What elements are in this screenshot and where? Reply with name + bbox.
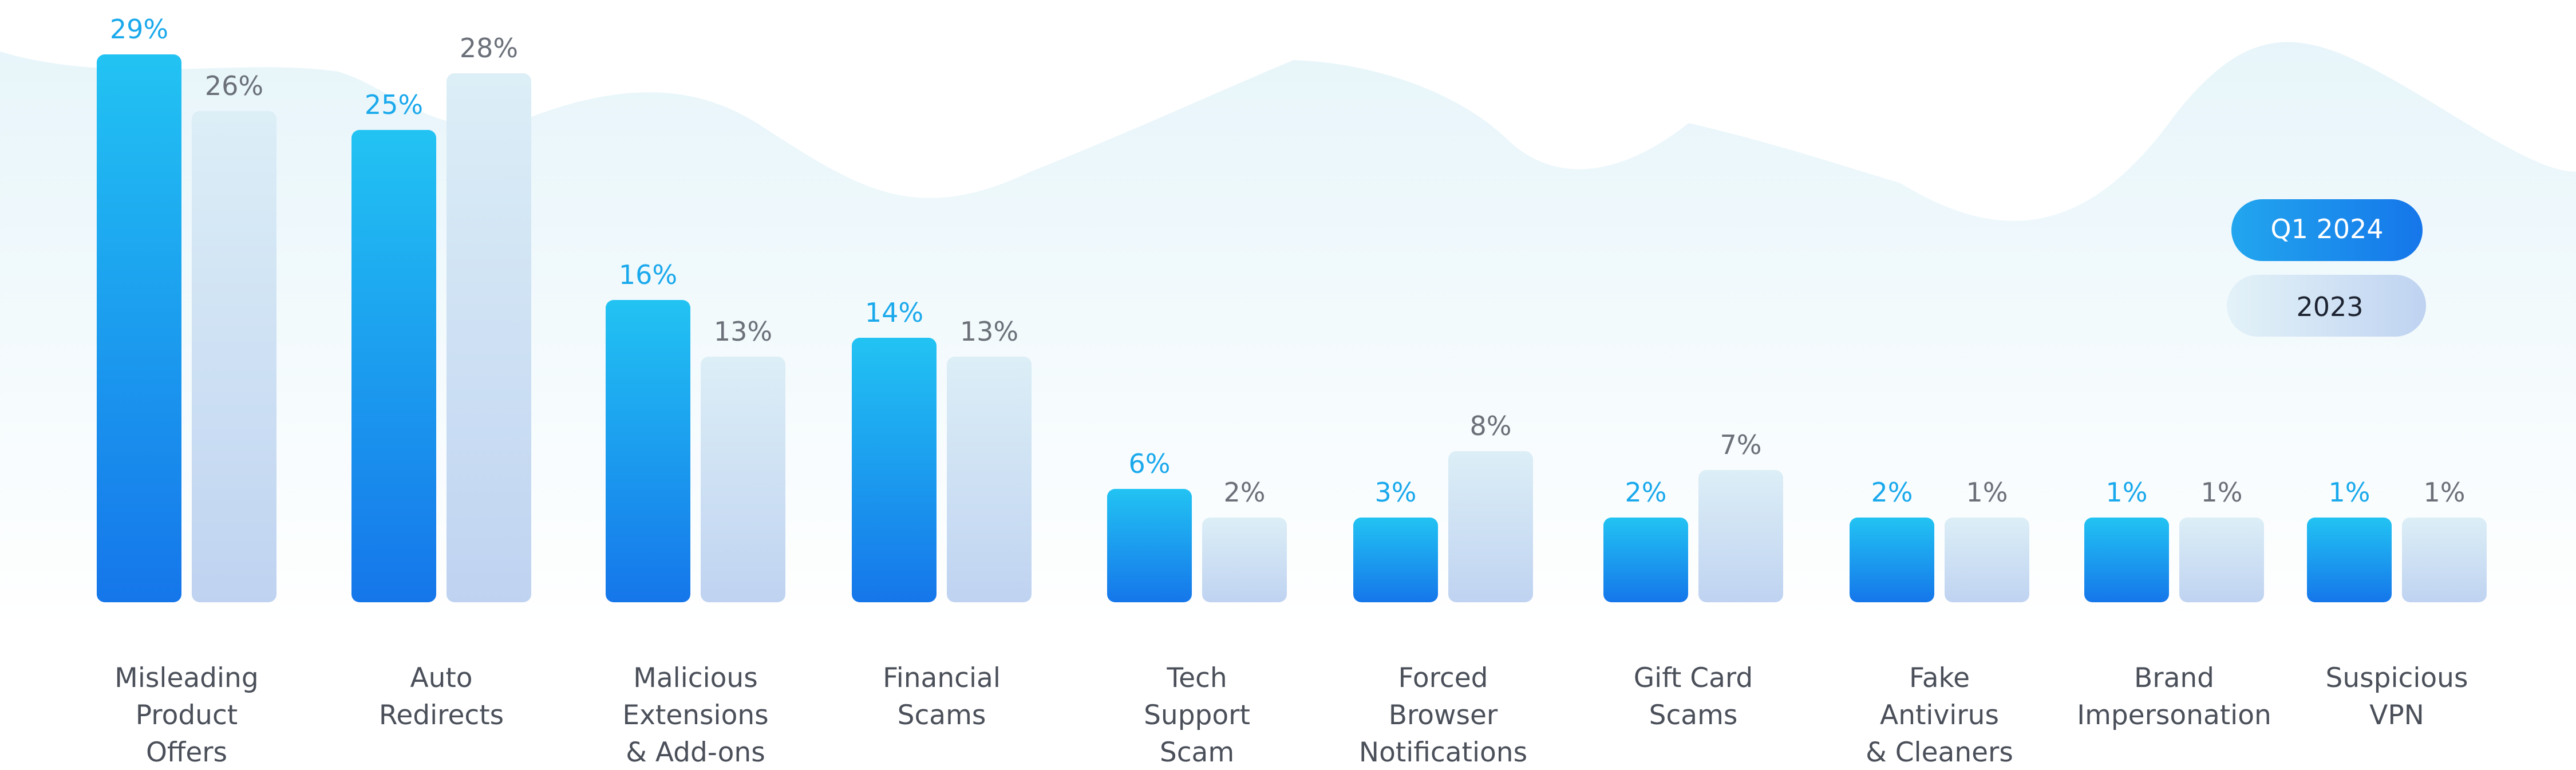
category-label-line: Forced: [1398, 662, 1488, 694]
value-label-auto-redirects-q1-2024: 25%: [365, 89, 423, 120]
value-label-gift-card-scams-2023: 7%: [1720, 429, 1762, 460]
value-label-gift-card-scams-q1-2024: 2%: [1625, 477, 1667, 508]
value-label-misleading-product-offers-2023: 26%: [205, 70, 263, 101]
legend-item-q1-2024[interactable]: Q1 2024: [2231, 199, 2423, 261]
value-label-forced-browser-notifications-2023: 8%: [1470, 410, 1512, 441]
category-label-line: Gift Card: [1634, 662, 1753, 694]
bar-misleading-product-offers-q1-2024[interactable]: [97, 54, 181, 602]
category-label-line: Offers: [146, 737, 227, 768]
bar-forced-browser-notifications-q1-2024[interactable]: [1353, 518, 1438, 602]
category-label-line: VPN: [2369, 700, 2424, 731]
value-label-fake-antivirus-and-cleaners-q1-2024: 2%: [1871, 477, 1913, 508]
category-label-brand-impersonation: Brand Impersonation: [2077, 662, 2271, 731]
legend-swatch-2023: [2227, 275, 2426, 337]
bar-tech-support-scam-2023[interactable]: [1202, 518, 1287, 602]
bar-financial-scams-2023[interactable]: [947, 357, 1032, 602]
category-label-line: Product: [136, 700, 238, 731]
bar-financial-scams-q1-2024[interactable]: [852, 338, 937, 602]
value-label-financial-scams-q1-2024: 14%: [865, 297, 923, 328]
value-label-brand-impersonation-2023: 1%: [2201, 477, 2243, 508]
bar-auto-redirects-q1-2024[interactable]: [351, 130, 436, 602]
value-label-suspicious-vpn-2023: 1%: [2424, 477, 2466, 508]
bar-brand-impersonation-q1-2024[interactable]: [2084, 518, 2169, 602]
bar-fake-antivirus-and-cleaners-q1-2024[interactable]: [1850, 518, 1934, 602]
category-label-line: & Cleaners: [1866, 737, 2013, 768]
category-label-auto-redirects: Auto Redirects: [379, 662, 504, 731]
category-label-forced-browser-notifications: Forced Browser Notifications: [1359, 662, 1527, 768]
category-label-line: Antivirus: [1880, 700, 1999, 731]
value-label-financial-scams-2023: 13%: [960, 316, 1018, 347]
bar-gift-card-scams-q1-2024[interactable]: [1603, 518, 1688, 602]
category-label-malicious-extensions-and-add-ons: Malicious Extensions & Add-ons: [622, 662, 768, 768]
bar-brand-impersonation-2023[interactable]: [2179, 518, 2264, 602]
value-label-tech-support-scam-2023: 2%: [1224, 477, 1266, 508]
category-labels-layer: Misleading Product Offers Auto Redirects Mali…: [114, 662, 2468, 768]
legend-label-q1-2024: Q1 2024: [2270, 214, 2383, 244]
category-label-suspicious-vpn: Suspicious VPN: [2326, 662, 2468, 731]
category-label-line: Support: [1144, 700, 1250, 731]
value-label-fake-antivirus-and-cleaners-2023: 1%: [1966, 477, 2008, 508]
bar-misleading-product-offers-2023[interactable]: [192, 111, 276, 602]
category-label-misleading-product-offers: Misleading Product Offers: [114, 662, 258, 768]
category-label-line: Auto: [410, 662, 472, 694]
value-label-auto-redirects-2023: 28%: [460, 33, 518, 64]
legend-label-2023: 2023: [2296, 291, 2363, 322]
bar-forced-browser-notifications-2023[interactable]: [1448, 451, 1533, 602]
legend: Q1 2024 2023: [2227, 199, 2426, 337]
bar-gift-card-scams-2023[interactable]: [1698, 470, 1783, 602]
bar-malicious-extensions-and-add-ons-2023[interactable]: [701, 357, 785, 602]
bar-auto-redirects-2023[interactable]: [447, 73, 531, 602]
value-labels-layer: 29% 26% 25% 28% 16% 13% 14% 13% 6% 2% 3% 8% 2% 7% 2% 1%…: [110, 14, 2466, 508]
bar-fake-antivirus-and-cleaners-2023[interactable]: [1945, 518, 2029, 602]
category-label-line: Browser: [1389, 700, 1498, 731]
category-label-line: Tech: [1166, 662, 1227, 694]
legend-item-2023[interactable]: 2023: [2227, 275, 2426, 337]
category-label-line: Scams: [898, 700, 986, 731]
value-label-brand-impersonation-q1-2024: 1%: [2106, 477, 2148, 508]
category-label-tech-support-scam: Tech Support Scam: [1144, 662, 1250, 768]
category-label-line: Suspicious: [2326, 662, 2468, 694]
value-label-tech-support-scam-q1-2024: 6%: [1129, 448, 1171, 479]
bar-tech-support-scam-q1-2024[interactable]: [1107, 489, 1192, 602]
category-label-financial-scams: Financial Scams: [883, 662, 1001, 731]
category-label-line: Redirects: [379, 700, 504, 731]
category-label-fake-antivirus-and-cleaners: Fake Antivirus & Cleaners: [1866, 662, 2013, 768]
category-label-line: & Add-ons: [626, 737, 765, 768]
category-label-line: Scams: [1649, 700, 1738, 731]
category-label-line: Impersonation: [2077, 700, 2271, 731]
category-label-line: Extensions: [622, 700, 768, 731]
category-label-line: Financial: [883, 662, 1001, 694]
category-label-line: Fake: [1909, 662, 1970, 694]
category-label-line: Notifications: [1359, 737, 1527, 768]
value-label-forced-browser-notifications-q1-2024: 3%: [1375, 477, 1417, 508]
category-label-line: Brand: [2134, 662, 2214, 694]
value-label-malicious-extensions-and-add-ons-q1-2024: 16%: [619, 259, 677, 290]
category-label-line: Scam: [1160, 737, 1234, 768]
legend-swatch-q1-2024: [2231, 199, 2423, 261]
value-label-suspicious-vpn-q1-2024: 1%: [2329, 477, 2370, 508]
category-label-gift-card-scams: Gift Card Scams: [1634, 662, 1753, 731]
bars-layer: [97, 54, 2487, 602]
value-label-malicious-extensions-and-add-ons-2023: 13%: [714, 316, 772, 347]
bar-suspicious-vpn-2023[interactable]: [2402, 518, 2487, 602]
bar-suspicious-vpn-q1-2024[interactable]: [2307, 518, 2392, 602]
category-label-line: Malicious: [633, 662, 757, 694]
bar-malicious-extensions-and-add-ons-q1-2024[interactable]: [606, 300, 690, 602]
value-label-misleading-product-offers-q1-2024: 29%: [110, 14, 168, 45]
category-label-line: Misleading: [114, 662, 258, 694]
